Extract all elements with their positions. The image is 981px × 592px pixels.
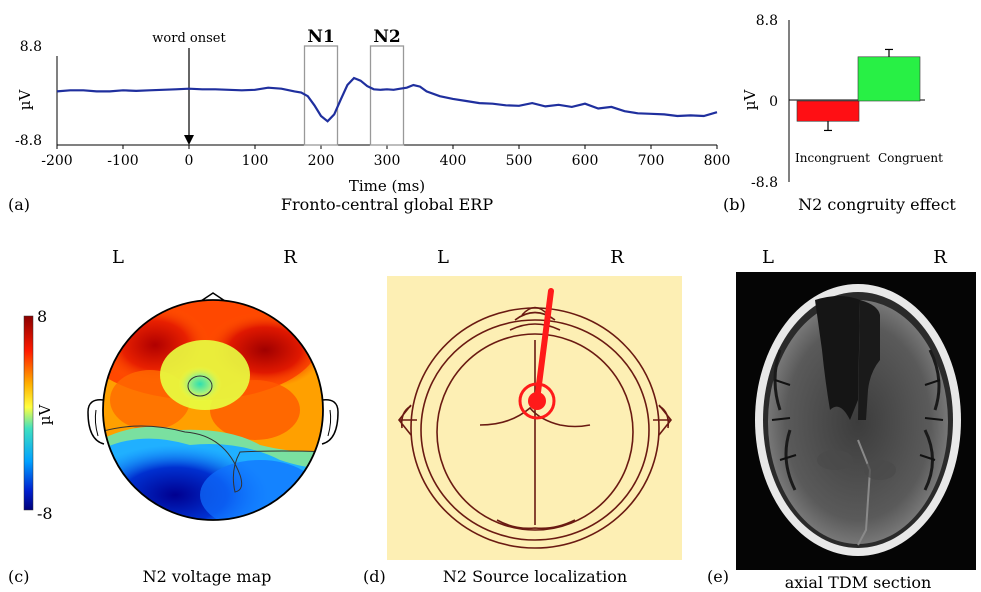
- erp-x-tick-label: 400: [440, 153, 467, 169]
- erp-window-box: [303, 45, 339, 146]
- voltage-map-left-label: L: [112, 247, 124, 268]
- erp-x-tick-label: 700: [638, 153, 665, 169]
- word-onset-label: word onset: [152, 31, 226, 46]
- ct-left-label: L: [762, 247, 774, 268]
- erp-y-tick-label: -8.8: [15, 133, 42, 149]
- colorbar-max-label: 8: [37, 307, 47, 326]
- erp-x-tick-label: 100: [242, 153, 269, 169]
- ct-right-label: R: [933, 247, 947, 268]
- ct-caption: axial TDM section: [785, 573, 932, 592]
- dipole-ring: [518, 382, 556, 420]
- erp-x-tick-label: -100: [107, 153, 138, 169]
- colorbar-min-label: -8: [37, 504, 53, 523]
- bar-y-tick-label: -8.8: [751, 175, 778, 191]
- bar-y-axis-label: µV: [741, 89, 759, 111]
- dipole-source: [528, 392, 546, 410]
- bar-category-label: Congruent: [878, 151, 943, 165]
- voltage-map-right-label: R: [283, 247, 297, 268]
- source-caption: N2 Source localization: [443, 567, 627, 586]
- panel-b-tag: (b): [723, 195, 746, 214]
- erp-x-tick-label: 0: [185, 153, 194, 169]
- panel-e-tag: (e): [707, 567, 729, 586]
- bar-y-tick-label: 0: [769, 94, 778, 110]
- panel-c-tag: (c): [8, 567, 29, 586]
- erp-x-tick-label: 300: [374, 153, 401, 169]
- colorbar-unit-label: µV: [36, 404, 54, 426]
- source-right-label: R: [610, 247, 624, 268]
- head-circle: [102, 299, 324, 521]
- erp-window-label: N2: [373, 27, 400, 47]
- dipole-direction: [534, 288, 554, 403]
- bar-y-tick-label: 8.8: [756, 13, 778, 29]
- source-left-label: L: [437, 247, 449, 268]
- bar-marks: Incongruent Congruent: [795, 48, 943, 165]
- erp-y-tick-labels: 8.8 -8.8: [15, 39, 42, 149]
- bar-category-label: Incongruent: [795, 151, 870, 165]
- erp-x-tick-label: 800: [704, 153, 731, 169]
- erp-y-axis-label: µV: [16, 89, 34, 111]
- congruity-bar-chart: 8.8 0 -8.8 µV Incongruent Congruent (b) N2 …: [723, 13, 956, 214]
- erp-x-tick-label: -200: [41, 153, 72, 169]
- bar-congruent: [857, 56, 921, 102]
- erp-x-tick-label: 600: [572, 153, 599, 169]
- voltage-map-panel: L R 8 -8 µV (c: [8, 247, 339, 586]
- source-localization-panel: L R (d) N2 Source localization: [363, 247, 682, 586]
- erp-window-box: [369, 45, 405, 146]
- erp-x-tick-labels: -200 -100 0 100 200 300 400 500 600 700 800: [41, 145, 730, 169]
- erp-x-tick-label: 200: [308, 153, 335, 169]
- erp-y-tick-label: 8.8: [20, 39, 42, 55]
- bar-chart-title: N2 congruity effect: [798, 195, 956, 214]
- colorbar: [23, 315, 34, 511]
- head-schematic: [397, 306, 673, 549]
- bar-y-tick-labels: 8.8 0 -8.8: [751, 13, 778, 191]
- ct-section-panel: L R (e) axial TDM section: [707, 247, 976, 592]
- erp-chart: -200 -100 0 100 200 300 400 500 600 700 800 8.8 -8.…: [8, 27, 730, 214]
- bar-incongruent: [796, 100, 860, 122]
- erp-chart-title: Fronto-central global ERP: [281, 195, 493, 214]
- onset-arrow-head: [184, 135, 194, 145]
- panel-d-tag: (d): [363, 567, 386, 586]
- erp-x-axis-label: Time (ms): [349, 177, 425, 195]
- erp-window-label: N1: [307, 27, 334, 47]
- erp-x-tick-label: 500: [506, 153, 533, 169]
- scalp-voltage-heatmap: [103, 300, 323, 520]
- word-onset-marker: word onset: [152, 31, 226, 145]
- erp-component-windows: N1 N2: [303, 27, 405, 146]
- voltage-map-caption: N2 voltage map: [143, 567, 272, 586]
- ct-scan-image: [755, 284, 961, 556]
- panel-a-tag: (a): [8, 195, 30, 214]
- erp-series-line: [56, 76, 718, 123]
